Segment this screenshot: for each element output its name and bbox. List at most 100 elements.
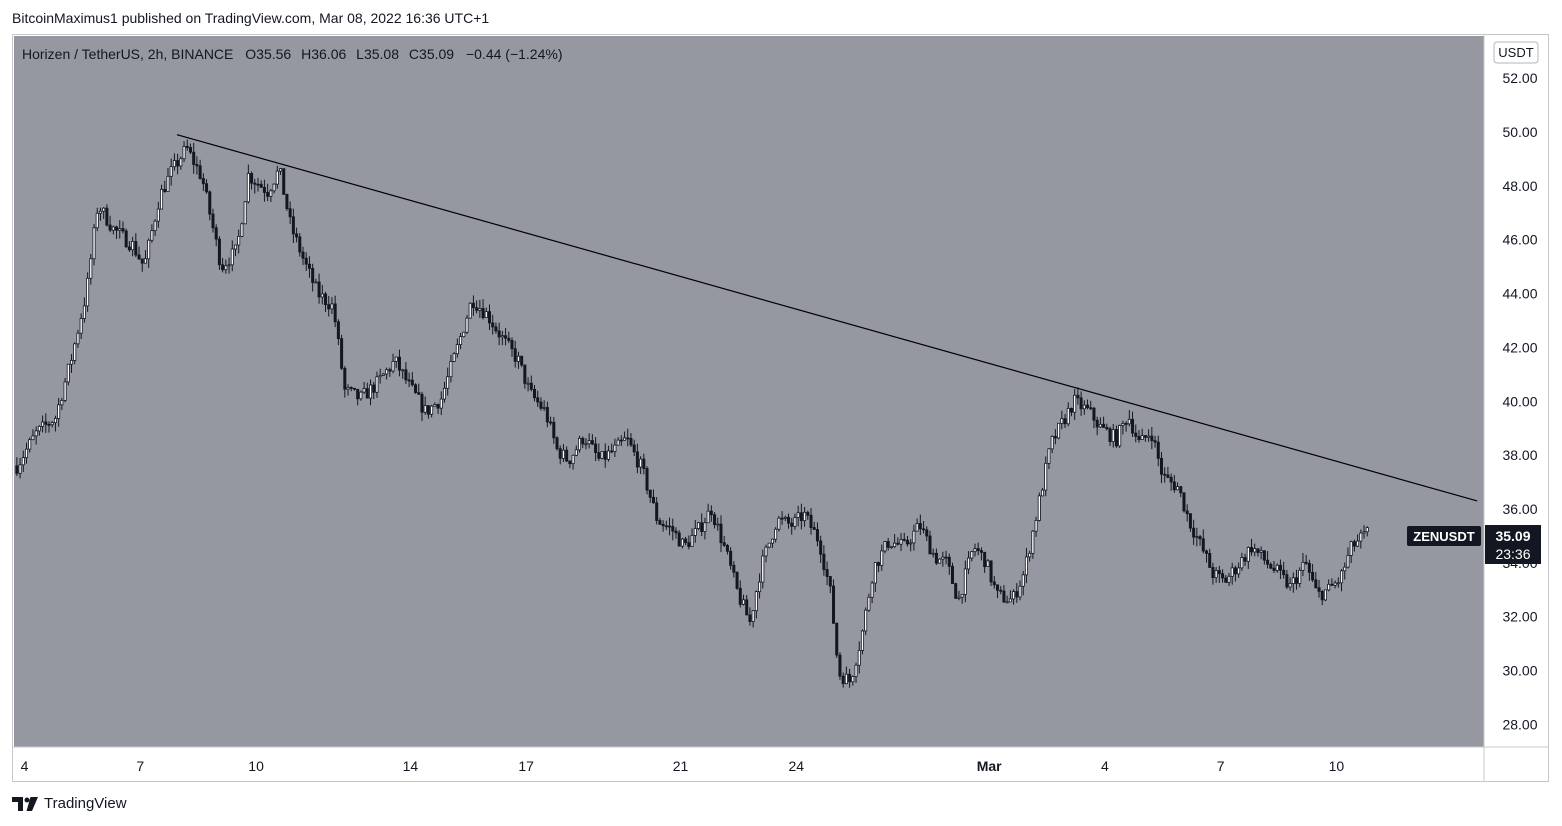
candle-body bbox=[668, 525, 672, 528]
candle-body bbox=[828, 576, 832, 587]
candle-body bbox=[1012, 591, 1016, 600]
price-chart[interactable]: 28.0030.0032.0034.0036.0038.0040.0042.00… bbox=[13, 35, 1548, 781]
candle-body bbox=[253, 182, 257, 185]
candle-body bbox=[230, 248, 234, 266]
candle-body bbox=[1159, 457, 1163, 475]
candle-body bbox=[471, 302, 475, 309]
price-tick-label: 48.00 bbox=[1502, 178, 1537, 194]
candle-body bbox=[369, 384, 373, 399]
candle-body bbox=[632, 444, 636, 453]
chart-frame[interactable]: 28.0030.0032.0034.0036.0038.0040.0042.00… bbox=[12, 34, 1549, 782]
candle-body bbox=[282, 168, 286, 195]
candle-body bbox=[590, 440, 594, 445]
candle-body bbox=[317, 281, 321, 298]
candle-body bbox=[47, 423, 51, 426]
candle-body bbox=[594, 443, 598, 454]
candle-body bbox=[639, 458, 643, 468]
candle-body bbox=[783, 516, 787, 519]
candle-body bbox=[1031, 530, 1035, 554]
candle-body bbox=[333, 303, 337, 323]
candle-body bbox=[233, 244, 238, 250]
candle-body bbox=[147, 239, 151, 260]
candle-body bbox=[391, 360, 395, 372]
candle-body bbox=[1092, 407, 1096, 421]
candle-body bbox=[105, 207, 109, 226]
candle-body bbox=[1182, 492, 1186, 512]
currency-unit-box[interactable]: USDT bbox=[1493, 41, 1539, 64]
candle-body bbox=[780, 517, 784, 520]
candle-body bbox=[1336, 582, 1340, 585]
last-price-badge-bg bbox=[1485, 525, 1541, 564]
candle-body bbox=[578, 437, 582, 451]
candle-body bbox=[504, 335, 508, 339]
candle-body bbox=[1291, 577, 1295, 584]
descending-trendline[interactable] bbox=[176, 134, 1478, 502]
last-price-value: 35.09 bbox=[1495, 528, 1530, 544]
candle-body bbox=[169, 166, 173, 177]
candle-body bbox=[1008, 598, 1012, 603]
candle-body bbox=[1050, 436, 1054, 450]
candle-body bbox=[195, 164, 199, 167]
candle-body bbox=[520, 355, 524, 366]
candle-body bbox=[95, 212, 99, 229]
candle-body bbox=[298, 236, 302, 253]
candle-body bbox=[1069, 408, 1073, 413]
candle-body bbox=[397, 356, 401, 371]
candles bbox=[15, 139, 1369, 688]
candle-body bbox=[629, 437, 633, 446]
price-tick-label: 42.00 bbox=[1502, 339, 1537, 355]
candle-body bbox=[1066, 408, 1070, 425]
candle-body bbox=[1359, 532, 1363, 542]
candle-body bbox=[462, 331, 466, 338]
candle-body bbox=[1323, 589, 1327, 601]
candle-body bbox=[227, 264, 231, 267]
candle-body bbox=[696, 522, 700, 529]
time-tick-label: 10 bbox=[248, 758, 264, 774]
candle-body bbox=[1185, 510, 1189, 515]
footer-brand[interactable]: TradingView bbox=[12, 795, 127, 812]
candle-body bbox=[211, 213, 215, 229]
time-axis[interactable]: 4 7 10 14 17 21 24 Mar 4 7 10 bbox=[21, 758, 1345, 774]
candle-body bbox=[761, 555, 765, 583]
candle-body bbox=[806, 511, 810, 516]
candle-body bbox=[401, 369, 405, 372]
candle-body bbox=[1079, 397, 1083, 410]
candle-body bbox=[912, 530, 916, 544]
publisher-line: BitcoinMaximus1 published on TradingView… bbox=[12, 10, 490, 26]
candle-body bbox=[1082, 404, 1086, 410]
candle-body bbox=[359, 391, 363, 400]
price-axis[interactable]: 28.0030.0032.0034.0036.0038.0040.0042.00… bbox=[1502, 70, 1537, 732]
candle-body bbox=[600, 450, 604, 459]
candle-body bbox=[1034, 520, 1038, 532]
candle-body bbox=[182, 146, 186, 160]
candle-body bbox=[960, 594, 964, 598]
candle-body bbox=[787, 516, 791, 524]
candle-body bbox=[439, 398, 443, 409]
candle-body bbox=[1153, 440, 1157, 443]
candle-body bbox=[1249, 547, 1254, 553]
candle-body bbox=[1285, 574, 1289, 588]
candle-body bbox=[1243, 557, 1247, 562]
candle-body bbox=[703, 522, 707, 532]
candle-body bbox=[889, 546, 893, 549]
candle-body bbox=[1121, 422, 1125, 426]
candle-body bbox=[304, 257, 308, 265]
candle-body bbox=[160, 188, 164, 210]
candle-body bbox=[237, 235, 241, 246]
candle-body bbox=[516, 355, 520, 362]
candle-body bbox=[18, 464, 22, 474]
candle-body bbox=[870, 582, 874, 598]
candle-body bbox=[995, 584, 1000, 591]
candle-body bbox=[1179, 486, 1183, 494]
candle-body bbox=[1211, 567, 1215, 579]
candle-body bbox=[706, 510, 710, 524]
legend-open-label: O bbox=[245, 46, 256, 62]
candle-body bbox=[1105, 427, 1109, 430]
candle-body bbox=[468, 302, 472, 319]
candle-body bbox=[536, 397, 540, 403]
candle-body bbox=[513, 348, 517, 362]
candle-body bbox=[735, 571, 739, 589]
candle-body bbox=[613, 444, 617, 452]
candle-body bbox=[137, 254, 141, 260]
plot-area[interactable] bbox=[14, 36, 1484, 747]
